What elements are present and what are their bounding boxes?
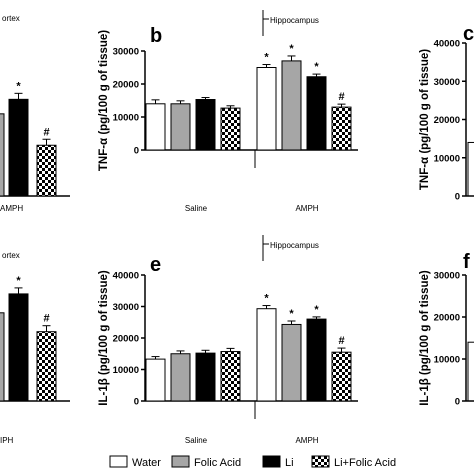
panel-e-bar: [220, 351, 241, 402]
panel-e-y-tick-label: 0: [134, 397, 139, 408]
panel-d-bar: [36, 331, 57, 402]
panel-d-significance-marker: *: [16, 275, 21, 287]
panel-b-bar: [220, 107, 241, 151]
panel-b-region-label: Hippocampus: [270, 16, 319, 25]
panel-b-bar: [281, 60, 302, 151]
panel-b-significance-marker: #: [338, 91, 344, 103]
panel-b-significance-marker: *: [289, 43, 294, 55]
panel-a-region-label: ortex: [2, 14, 20, 23]
panel-e-region-label: Hippocampus: [270, 241, 319, 250]
panel-d-region-label: ortex: [2, 251, 20, 260]
panel-b-letter: b: [150, 25, 162, 47]
panel-e-significance-marker: *: [289, 308, 294, 320]
panel-b-significance-marker: *: [314, 61, 319, 73]
panel-e-significance-marker: #: [338, 335, 344, 347]
panel-e-category-label: Saline: [185, 436, 208, 445]
panel-f-y-axis-label: IL-1β (pg/100 g of tissue): [419, 270, 431, 406]
panel-c-y-tick-label: 30000: [434, 77, 460, 88]
legend-label-li-folic-acid: Li+Folic Acid: [334, 457, 396, 469]
panel-c-y-tick-label: 10000: [434, 153, 460, 164]
panel-e-category-label: AMPH: [295, 436, 318, 445]
panel-b-y-tick-label: 10000: [113, 113, 139, 124]
panel-e-significance-marker: *: [264, 293, 269, 305]
panel-f-y-tick-label: 30000: [434, 271, 460, 282]
panel-b-bar: [306, 76, 327, 151]
panel-d-bar: [8, 293, 29, 402]
panel-e-significance-marker: *: [314, 304, 319, 316]
panel-e-bar: [170, 353, 191, 402]
panel-e-y-tick-label: 10000: [113, 365, 139, 376]
panel-b-y-tick-label: 20000: [113, 80, 139, 91]
panel-a-bar: [8, 98, 29, 197]
legend-label-li: Li: [285, 457, 294, 469]
panel-e-y-axis-label: IL-1β (pg/100 g of tissue): [98, 270, 110, 406]
legend-label-folic-acid: Folic Acid: [194, 457, 241, 469]
panel-f-letter: f: [463, 251, 470, 273]
panel-e-bar: [145, 358, 166, 402]
panel-e-bar: [306, 318, 327, 402]
panel-a-bar: [36, 144, 57, 197]
panel-c-y-axis-label: TNF-α (pg/100 g of tissue): [419, 49, 431, 190]
panel-e-bar: [256, 308, 277, 402]
panel-b-bar: [331, 106, 352, 151]
panel-f-bar: [467, 341, 474, 402]
legend-swatch-li: [262, 455, 281, 468]
panel-e-y-tick-label: 30000: [113, 302, 139, 313]
panel-d-bar: [0, 312, 5, 402]
panel-b-y-tick-label: 0: [134, 146, 139, 157]
panel-e-letter: e: [150, 254, 161, 276]
panel-c-y-tick-label: 0: [455, 192, 460, 203]
panel-d-significance-marker: #: [43, 313, 49, 325]
panel-b-category-label: AMPH: [295, 204, 318, 213]
panel-f-y-tick-label: 0: [455, 397, 460, 408]
panel-e-bar: [195, 352, 216, 402]
legend-swatch-folic-acid: [171, 455, 190, 468]
panel-a-significance-marker: #: [43, 126, 49, 138]
panel-f-y-tick-label: 10000: [434, 355, 460, 366]
panel-e-bar: [281, 323, 302, 402]
panel-b-y-axis-label: TNF-α (pg/100 g of tissue): [98, 30, 110, 171]
panel-c-bar: [467, 141, 474, 197]
panel-a-significance-marker: *: [16, 80, 21, 92]
panel-c-y-tick-label: 20000: [434, 115, 460, 126]
legend-swatch-li-folic-acid: [311, 455, 330, 468]
panel-c-y-tick-label: 40000: [434, 39, 460, 50]
panel-c-letter: c: [463, 23, 474, 45]
panel-b-bar: [256, 67, 277, 151]
panel-e-bar: [331, 351, 352, 402]
legend-label-water: Water: [132, 457, 161, 469]
panel-b-y-tick-label: 30000: [113, 47, 139, 58]
panel-d-category-label: IPH: [0, 436, 14, 445]
panel-b-bar: [195, 99, 216, 151]
panel-b-bar: [145, 103, 166, 151]
legend-swatch-water: [109, 455, 128, 468]
panel-b-significance-marker: *: [264, 52, 269, 64]
panel-e-y-tick-label: 20000: [113, 334, 139, 345]
panel-a-bar: [0, 113, 5, 197]
panel-b-bar: [170, 103, 191, 151]
panel-a-category-label: AMPH: [0, 204, 23, 213]
panel-f-y-tick-label: 20000: [434, 313, 460, 324]
panel-b-category-label: Saline: [185, 204, 208, 213]
panel-e-y-tick-label: 40000: [113, 271, 139, 282]
